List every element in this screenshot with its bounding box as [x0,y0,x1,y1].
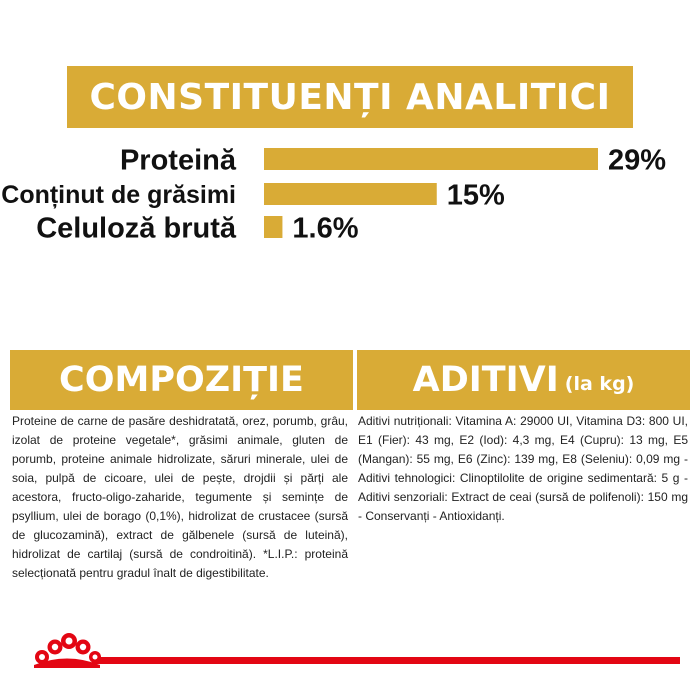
value-label: 1.6% [292,212,358,244]
footer-red-line [92,657,680,664]
additives-banner: ADITIVI (la kg) [357,350,690,410]
category-label: Celuloză brută [36,212,237,244]
royal-canin-crown-icon [34,633,101,668]
bar [264,183,437,205]
composition-banner: COMPOZIȚIE [10,350,353,410]
analytic-constituents-title: CONSTITUENȚI ANALITICI [89,76,611,118]
composition-title: COMPOZIȚIE [59,360,304,400]
value-label: 29% [608,144,666,176]
additives-title: ADITIVI [412,360,559,400]
bar [264,148,598,170]
composition-text: Proteine de carne de pasăre deshidratată… [12,414,348,580]
bar [264,216,283,238]
additives-title-suffix: (la kg) [564,373,635,395]
value-label: 15% [447,179,505,211]
analytic-constituents-banner: CONSTITUENȚI ANALITICI [67,66,633,128]
additives-text: Aditivi nutriționali: Vitamina A: 29000 … [358,414,688,523]
category-label: Proteină [120,144,237,176]
category-label: Conținut de grăsimi [1,181,236,209]
analytic-bar-chart: Proteină 29% Conținut de grăsimi 15% Celuloz… [1,144,666,244]
